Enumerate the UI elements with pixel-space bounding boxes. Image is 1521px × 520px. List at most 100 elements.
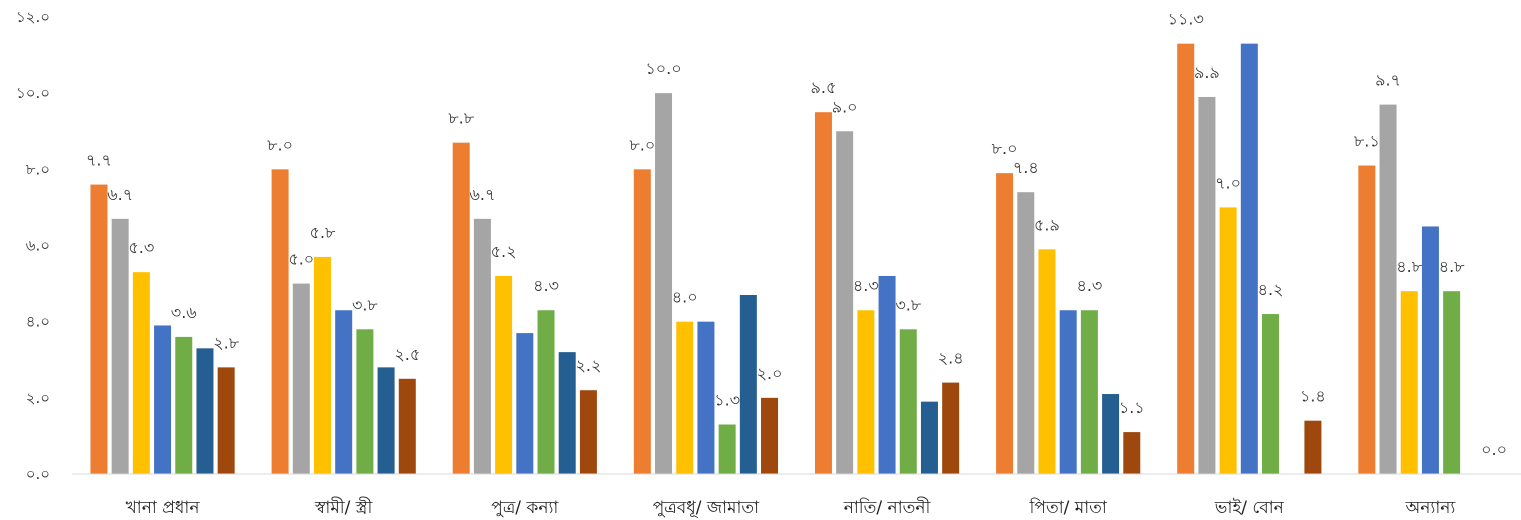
bar: [996, 173, 1014, 474]
bar: [1038, 249, 1056, 474]
y-tick-label: ৬.০: [26, 237, 50, 255]
data-label: ৮.৮: [448, 109, 474, 128]
data-label: ৫.৮: [310, 223, 336, 242]
data-label: ৪.৩: [533, 276, 559, 295]
data-label: ২.৫: [394, 345, 420, 364]
bar: [495, 275, 513, 474]
bar: [558, 352, 576, 474]
bar: [942, 382, 960, 474]
bar: [1240, 43, 1258, 475]
bar: [1379, 104, 1397, 474]
bar: [1080, 310, 1098, 474]
category-label: পিতা/ মাতা: [1029, 497, 1108, 518]
category-label: ভাই/ বোন: [1214, 498, 1285, 518]
data-label: ৫.৯: [1034, 215, 1060, 234]
bar: [814, 112, 832, 474]
bar: [878, 275, 896, 474]
bar: [697, 321, 715, 474]
bar: [633, 169, 651, 475]
category-label: খানা প্রধান: [126, 498, 201, 518]
bar: [1059, 310, 1077, 474]
bar: [398, 378, 416, 474]
data-label: ১১.৩: [1168, 10, 1204, 29]
data-label: ৫.২: [491, 242, 517, 261]
bar: [377, 367, 395, 474]
bar: [1421, 226, 1439, 474]
data-label: ৪.২: [1258, 280, 1284, 299]
bar: [1198, 96, 1216, 474]
bar: [313, 256, 331, 474]
data-label: ১.৪: [1300, 387, 1326, 406]
bar: [537, 310, 555, 474]
bar: [1017, 192, 1035, 474]
data-label: ৯.৭: [1375, 71, 1401, 90]
data-label: ০.০: [1481, 440, 1507, 459]
category-label: পুত্রবধূ/ জামাতা: [653, 498, 760, 518]
data-label: ৯.৫: [811, 78, 837, 97]
data-label: ৮.০: [629, 135, 655, 154]
bar: [899, 329, 917, 474]
data-label: ৭.৪: [1013, 158, 1039, 177]
bar: [1102, 394, 1120, 474]
bars: [90, 43, 1461, 475]
y-axis: ০.০ ২.০ ৪.০ ৬.০ ৮.০ ১০.০ ১২.০: [16, 8, 50, 483]
data-label: ৬.৭: [469, 185, 495, 204]
data-label: ৯.০: [832, 97, 858, 116]
data-label: ৭.৭: [86, 151, 112, 170]
bar: [292, 283, 310, 474]
bar: [1304, 420, 1322, 474]
bar: [920, 401, 938, 474]
y-tick-label: ১২.০: [16, 8, 50, 26]
data-label: ২.৮: [213, 333, 239, 352]
bar: [857, 310, 875, 474]
data-label: ৩.৮: [895, 295, 921, 314]
data-label: ২.২: [575, 356, 601, 375]
x-axis: খানা প্রধান স্বামী/ স্ত্রী পুত্র/ কন্যা পুত…: [126, 497, 1457, 518]
data-labels: ৭.৭ ৬.৭ ৫.৩ ৩.৬ ২.৮ ৮.০ ৫.০ ৫.৮ ৩.৮ ২.৫ ৮.৮ ৬.৭ ৫.২ ৪…: [86, 10, 1507, 459]
data-label: ৩.৮: [352, 295, 378, 314]
bar: [335, 310, 353, 474]
bar: [761, 397, 779, 474]
bar: [836, 131, 854, 474]
bar: [1177, 43, 1195, 475]
bar: [1400, 291, 1418, 474]
bar: [516, 333, 534, 474]
bar: [356, 329, 374, 474]
data-label: ৬.৭: [107, 185, 133, 204]
data-label: ৫.০: [288, 250, 314, 269]
bar: [175, 336, 193, 474]
data-label: ৮.০: [992, 139, 1018, 158]
category-label: স্বামী/ স্ত্রী: [314, 497, 373, 518]
bar: [718, 424, 736, 474]
bar: [473, 218, 491, 474]
data-label: ১.৩: [714, 390, 740, 409]
data-label: ২.৪: [938, 349, 964, 368]
data-label: ১.১: [1119, 398, 1145, 417]
bar: [1219, 207, 1237, 474]
data-label: ৮.০: [267, 135, 293, 154]
y-tick-label: ১০.০: [16, 84, 50, 102]
bar: [132, 272, 150, 474]
y-tick-label: ৮.০: [26, 160, 50, 178]
bar: [217, 367, 235, 474]
category-label: নাতি/ নাতনী: [843, 497, 932, 518]
bar: [111, 218, 129, 474]
data-label: ৪.৮: [1439, 257, 1465, 276]
bar: [655, 93, 673, 475]
bar: [739, 295, 757, 474]
y-tick-label: ২.০: [26, 389, 50, 407]
data-label: ৪.০: [672, 288, 698, 307]
data-label: ৯.৯: [1194, 63, 1220, 82]
bar: [196, 348, 214, 474]
bar: [90, 184, 108, 475]
y-tick-label: ০.০: [26, 465, 50, 483]
bar: [676, 321, 694, 474]
data-label: ১০.০: [645, 59, 681, 78]
data-label: ৪.৩: [1076, 276, 1102, 295]
bar: [579, 390, 597, 474]
category-label: পুত্র/ কন্যা: [491, 498, 559, 518]
bar: [1443, 291, 1461, 474]
bar: [452, 142, 470, 475]
data-label: ৪.৮: [1396, 257, 1422, 276]
